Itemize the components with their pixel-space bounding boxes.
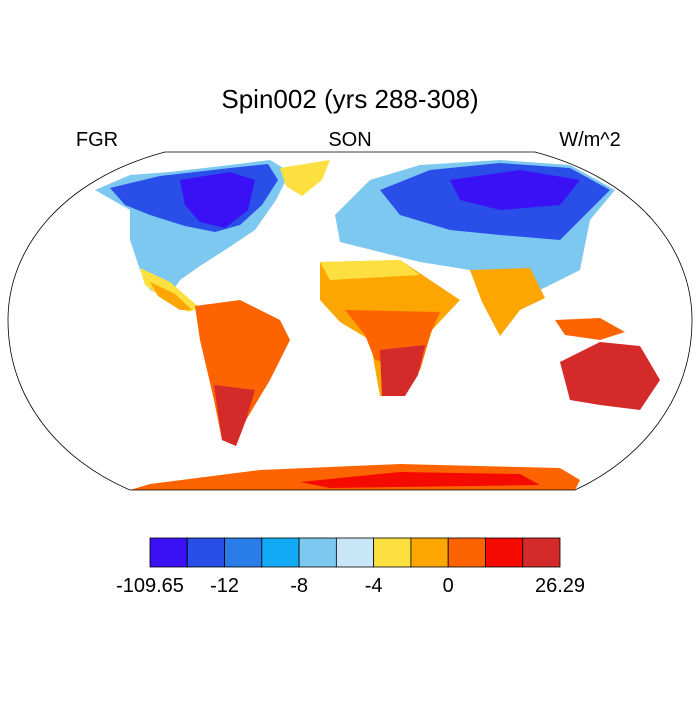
land	[180, 172, 255, 228]
land	[470, 268, 545, 336]
land	[555, 318, 625, 340]
units-label: W/m^2	[559, 129, 621, 151]
colorbar-box	[335, 537, 375, 568]
land	[450, 170, 580, 210]
colorbar-box	[373, 537, 412, 568]
colorbar: -109.65 -12 -8 -4 0 26.29	[116, 537, 585, 597]
map-outline	[7, 151, 693, 491]
colorbar-box	[447, 537, 486, 568]
land	[214, 385, 255, 446]
map-area	[7, 151, 693, 491]
colorbar-label: -12	[210, 575, 239, 597]
land	[560, 342, 660, 410]
land	[280, 160, 330, 196]
colorbar-label: -8	[290, 575, 308, 597]
season-label: SON	[328, 129, 371, 151]
land	[300, 472, 540, 488]
colorbar-label: -109.65	[116, 575, 184, 597]
land	[320, 260, 420, 280]
colorbar-label: -4	[365, 575, 383, 597]
colorbar-box	[410, 537, 449, 568]
colorbar-box	[224, 537, 263, 568]
variable-label: FGR	[76, 129, 118, 151]
land	[140, 268, 200, 312]
land	[150, 282, 192, 310]
colorbar-label: 0	[443, 575, 454, 597]
colorbar-box	[298, 537, 337, 568]
title: Spin002 (yrs 288-308)	[221, 84, 478, 114]
colorbar-box	[522, 537, 561, 568]
land	[380, 345, 425, 396]
colorbar-box	[149, 537, 188, 568]
colorbar-label: 26.29	[535, 575, 585, 597]
colorbar-box	[485, 537, 524, 568]
colorbar-box	[261, 537, 300, 568]
colorbar-box	[186, 537, 225, 568]
